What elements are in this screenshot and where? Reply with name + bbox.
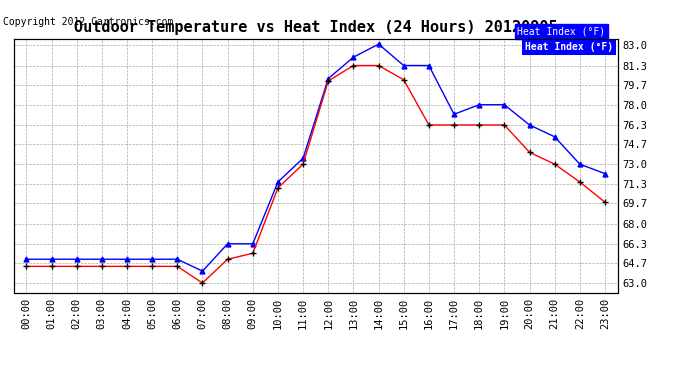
Text: Heat Index (°F): Heat Index (°F) (525, 42, 613, 52)
Title: Outdoor Temperature vs Heat Index (24 Hours) 20120905: Outdoor Temperature vs Heat Index (24 Ho… (74, 20, 558, 35)
Text: Copyright 2012 Cartronics.com: Copyright 2012 Cartronics.com (3, 17, 174, 27)
Text: Heat Index (°F): Heat Index (°F) (518, 27, 606, 37)
